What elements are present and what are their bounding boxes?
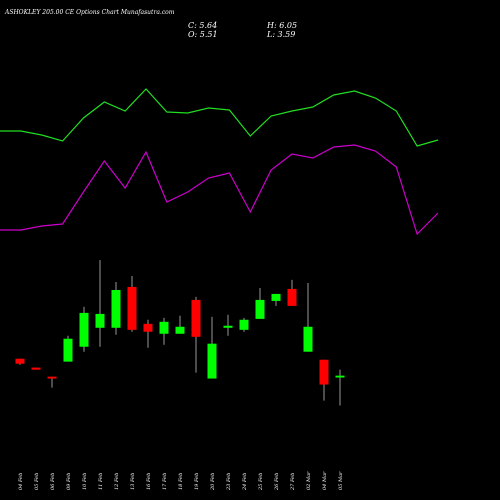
indicator-line bbox=[0, 144, 439, 236]
indicator-line bbox=[0, 88, 439, 147]
x-tick-label: 13 Feb bbox=[130, 473, 136, 490]
candle-body bbox=[191, 299, 201, 337]
candle-body bbox=[223, 325, 233, 328]
x-tick-label: 16 Feb bbox=[146, 473, 152, 490]
ohlc-label: O: 5.51 bbox=[188, 30, 218, 39]
x-tick-label: 23 Feb bbox=[226, 473, 232, 491]
ohlc-label: L: 3.59 bbox=[266, 30, 295, 39]
x-tick-label: 06 Feb bbox=[50, 473, 56, 490]
candle-body bbox=[47, 376, 57, 379]
x-tick-label: 25 Feb bbox=[258, 473, 264, 491]
candle-body bbox=[159, 321, 169, 334]
x-tick-label: 20 Feb bbox=[210, 473, 216, 491]
candle-body bbox=[63, 338, 73, 362]
candle-body bbox=[255, 299, 265, 319]
x-tick-label: 10 Feb bbox=[82, 473, 88, 490]
x-tick-label: 02 Mar bbox=[306, 471, 312, 490]
candle-body bbox=[303, 326, 313, 352]
chart-title: ASHOKLEY 205.00 CE Options Chart Munafas… bbox=[4, 9, 175, 16]
x-tick-label: 18 Feb bbox=[178, 473, 184, 490]
x-tick-label: 04 Mar bbox=[322, 471, 328, 490]
x-tick-label: 12 Feb bbox=[114, 473, 120, 490]
candle-body bbox=[175, 326, 185, 334]
candle-body bbox=[207, 343, 217, 379]
ohlc-label: C: 5.64 bbox=[188, 21, 217, 30]
x-tick-label: 24 Feb bbox=[242, 473, 248, 491]
x-tick-label: 17 Feb bbox=[162, 473, 168, 490]
candle-body bbox=[127, 286, 137, 330]
x-tick-label: 04 Feb bbox=[18, 473, 24, 490]
candle-body bbox=[111, 289, 121, 328]
candle-body bbox=[79, 312, 89, 347]
candle-body bbox=[15, 358, 25, 364]
candle-body bbox=[143, 323, 153, 332]
x-tick-label: 05 Mar bbox=[338, 471, 344, 490]
candle-body bbox=[239, 319, 249, 330]
x-tick-label: 27 Feb bbox=[290, 473, 296, 491]
candle-body bbox=[319, 359, 329, 385]
x-tick-label: 19 Feb bbox=[194, 473, 200, 490]
x-tick-label: 05 Feb bbox=[34, 473, 40, 490]
candle-body bbox=[95, 313, 105, 328]
ohlc-label: H: 6.05 bbox=[266, 21, 297, 30]
candle-body bbox=[335, 375, 345, 378]
candle-body bbox=[31, 367, 41, 370]
candle-body bbox=[287, 288, 297, 306]
x-tick-label: 09 Feb bbox=[66, 473, 72, 490]
x-tick-label: 11 Feb bbox=[98, 473, 104, 490]
candle-body bbox=[271, 293, 281, 301]
x-tick-label: 26 Feb bbox=[274, 473, 280, 491]
